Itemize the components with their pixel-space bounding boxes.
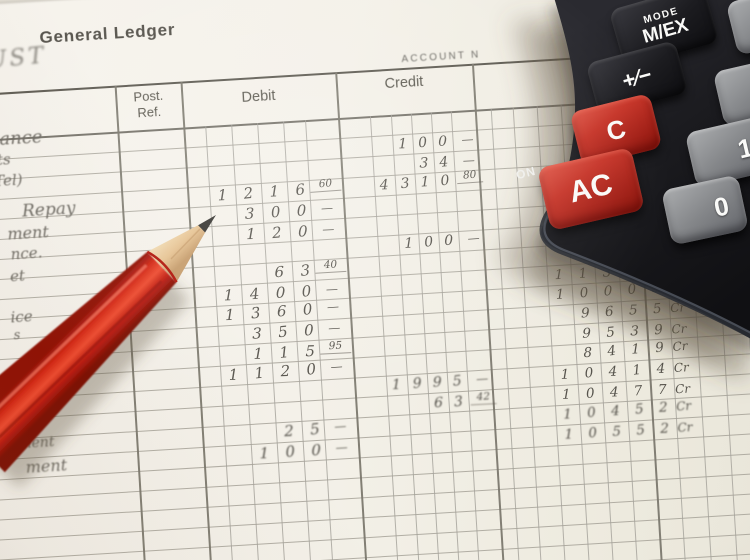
key-label: 0 [711,189,732,223]
key-label: 1 [734,131,750,164]
key-label: AC [566,167,616,210]
key-label: +∕− [619,61,655,94]
key-label: C [603,112,629,147]
key-label: 4 [716,67,750,115]
key-label [732,11,750,30]
